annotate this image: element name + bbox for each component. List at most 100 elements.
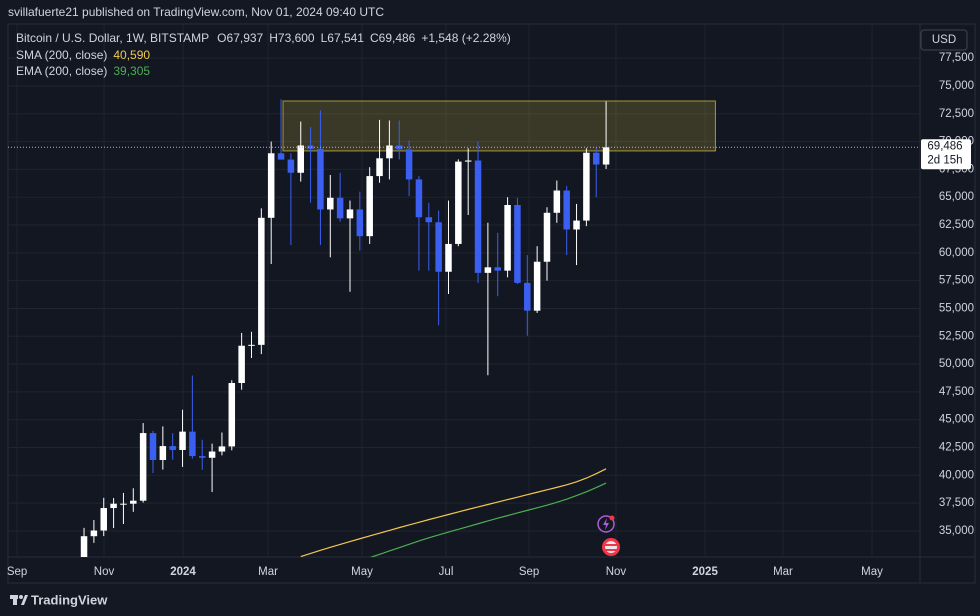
y-tick-label: 50,000 — [939, 358, 974, 370]
y-tick-label: 40,000 — [939, 469, 974, 481]
candle-body — [524, 282, 531, 311]
y-tick-label: 55,000 — [939, 302, 974, 314]
legend-name: SMA (200, close) — [16, 48, 107, 62]
countdown: 2d 15h — [927, 154, 962, 166]
candle-body — [90, 530, 98, 537]
ohlc-key: C — [370, 31, 379, 45]
candle-body — [543, 212, 551, 262]
candle-body — [179, 431, 186, 450]
y-tick-label: 52,500 — [939, 330, 974, 342]
ohlc-value: 69,486 — [379, 31, 416, 45]
change: +1,548 (+2.28%) — [421, 31, 510, 45]
candle-body — [376, 158, 383, 177]
last-price-box — [921, 139, 971, 170]
candle-body — [563, 190, 570, 230]
y-tick-label: 37,500 — [939, 497, 974, 509]
y-tick-label: 77,500 — [939, 52, 974, 64]
ohlc-key: H — [269, 31, 278, 45]
candle-body — [425, 217, 433, 223]
candle-body — [120, 503, 127, 505]
y-tick-label: 65,000 — [939, 191, 974, 203]
chart-frame — [7, 23, 976, 584]
candle-body — [208, 451, 216, 458]
candle-body — [583, 152, 590, 221]
candle-body — [110, 503, 117, 509]
candle-body — [287, 159, 295, 173]
header: svillafuerte21 published on TradingView.… — [8, 5, 384, 19]
x-tick-label: Sep — [519, 566, 539, 578]
y-tick-label: 35,000 — [939, 525, 974, 537]
ohlc-value: 73,600 — [278, 31, 315, 45]
y-tick-label: 62,500 — [939, 219, 974, 231]
candle-body — [415, 179, 423, 218]
candle-body — [159, 446, 167, 460]
candle-body — [307, 145, 314, 149]
candle-body — [238, 345, 245, 384]
candle-body — [573, 220, 580, 230]
candle-body — [592, 152, 600, 165]
candle-body — [267, 153, 275, 218]
legend-value: 39,305 — [113, 64, 150, 78]
resistance-zone — [282, 100, 716, 152]
candle-body — [327, 197, 334, 210]
candle-body — [533, 261, 541, 311]
x-tick-label: 2024 — [170, 566, 196, 578]
x-tick-label: May — [351, 566, 373, 578]
candle-body — [445, 243, 452, 272]
legend-name: EMA (200, close) — [16, 64, 107, 78]
candle-body — [198, 456, 206, 458]
candle-body — [602, 147, 610, 165]
candle-body — [504, 205, 511, 271]
x-tick-label: Jul — [439, 566, 454, 578]
currency-button[interactable] — [920, 29, 968, 51]
y-tick-label: 45,000 — [939, 414, 974, 426]
candle-body — [455, 161, 462, 244]
candle-body — [484, 267, 492, 273]
candle-body — [346, 209, 354, 219]
currency: USD — [932, 34, 956, 46]
candle-body — [395, 145, 403, 150]
candle-body — [297, 145, 304, 173]
brand-logo — [10, 595, 28, 605]
x-tick-label: 2025 — [692, 566, 718, 578]
candle-body — [435, 222, 442, 272]
x-tick-label: Mar — [773, 566, 793, 578]
candle-body — [130, 500, 137, 504]
x-tick-label: May — [861, 566, 883, 578]
candle-body — [464, 160, 472, 162]
candle-body — [553, 190, 561, 213]
indicator-line — [300, 468, 607, 557]
y-tick-label: 60,000 — [939, 247, 974, 259]
candle-body — [317, 148, 324, 210]
candle-body — [218, 446, 226, 452]
candle-body — [514, 205, 521, 283]
candle-body — [189, 431, 196, 457]
candle-body — [169, 446, 176, 450]
y-tick-label: 72,500 — [939, 108, 974, 120]
candle-body — [139, 433, 147, 501]
ohlc-value: 67,541 — [327, 31, 364, 45]
y-tick-label: 57,500 — [939, 275, 974, 287]
x-tick-label: Mar — [258, 566, 278, 578]
candle-body — [248, 344, 255, 346]
y-tick-label: 42,500 — [939, 442, 974, 454]
candle-body — [366, 176, 373, 237]
candle-body — [80, 536, 88, 557]
x-tick-label: Sep — [7, 566, 27, 578]
candle-body — [336, 197, 344, 219]
symbol: Bitcoin / U.S. Dollar, 1W, BITSTAMP — [16, 31, 209, 45]
x-tick-label: Nov — [606, 566, 627, 578]
ohlc-value: 67,937 — [227, 31, 264, 45]
candle-body — [474, 160, 482, 273]
legend-value: 40,590 — [113, 48, 150, 62]
candle-body — [228, 383, 236, 447]
candle-body — [277, 153, 285, 160]
brand: TradingView — [31, 592, 108, 607]
candle-body — [405, 149, 413, 180]
y-tick-label: 47,500 — [939, 386, 974, 398]
candle-body — [100, 508, 107, 531]
x-tick-label: Nov — [94, 566, 115, 578]
last-price-label: 69,486 — [927, 140, 962, 152]
